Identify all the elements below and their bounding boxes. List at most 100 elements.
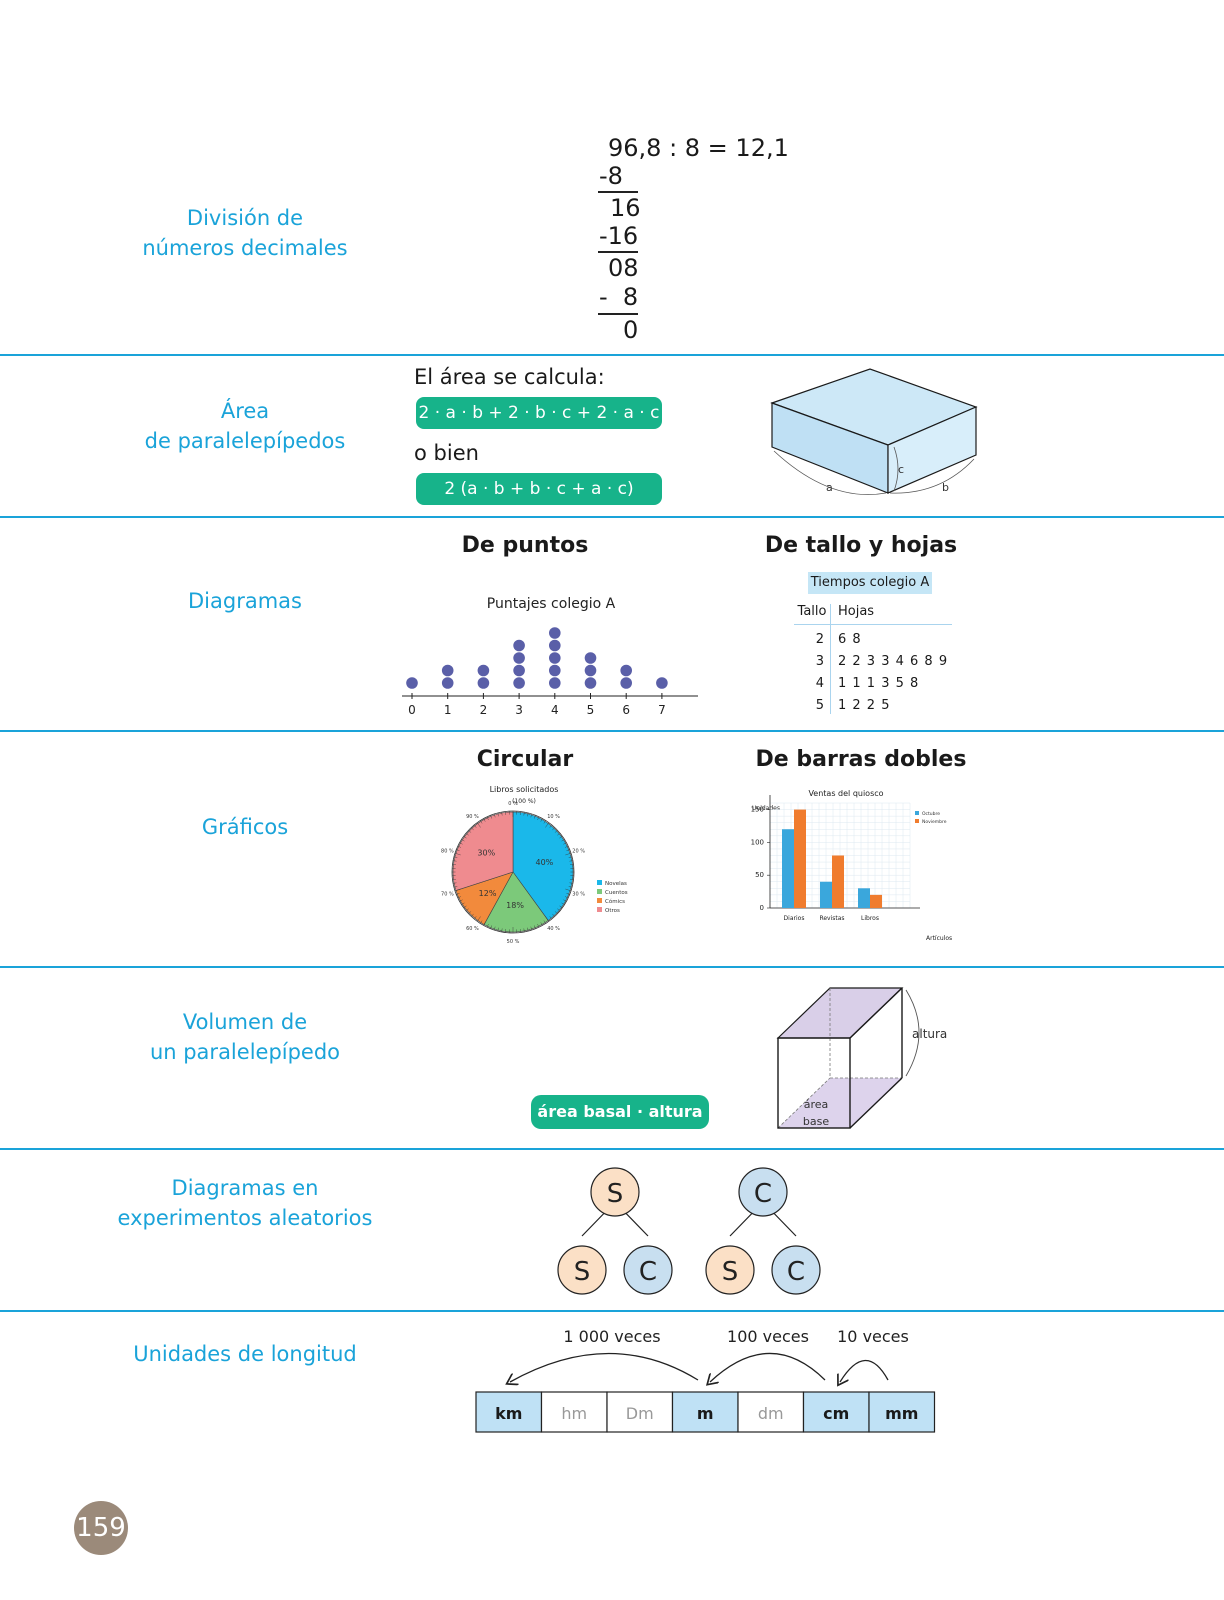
arrow-10 — [840, 1359, 889, 1382]
svg-text:C: C — [754, 1179, 772, 1209]
bar-legend-label: Octubre — [922, 811, 940, 817]
arrow-label-10: 10 veces — [837, 1327, 909, 1346]
pie-legend-swatch — [597, 880, 602, 885]
pie-scale-label: 20 % — [572, 849, 585, 855]
stem-cell: 2 — [815, 632, 824, 647]
bar — [858, 888, 870, 908]
unit-label: m — [697, 1404, 714, 1423]
leaf-cell: 1 2 2 5 — [838, 698, 891, 713]
length-units-diagram: 1 000 veces 100 veces 10 veces km hm Dm m dm… — [475, 1327, 936, 1433]
pie-chart: Libros solicitados (100 %) 40%18%12%30% … — [441, 785, 628, 945]
unit-label: Dm — [626, 1404, 654, 1423]
leaf-cell: 1 1 1 3 5 8 — [838, 676, 920, 691]
dot-plot-point — [477, 677, 490, 689]
dot-plot-title: Puntajes colegio A — [487, 596, 616, 612]
prism-label-b: b — [942, 481, 949, 494]
dot-plot-tick-label: 6 — [622, 703, 630, 717]
stem-leaf-title: Tiempos colegio A — [808, 572, 932, 594]
tree-diagrams: S S C C S C — [557, 1167, 821, 1295]
dot-plot-heading: De puntos — [461, 533, 589, 558]
division-step: 08 — [608, 254, 639, 282]
row-label-area: Área de paralelepípedos — [144, 399, 346, 453]
pie-scale-label: 70 % — [441, 891, 454, 897]
division-step: -8 — [599, 162, 623, 190]
pie-value-label: 12% — [479, 889, 497, 898]
unit-label: km — [495, 1404, 522, 1423]
stem-cell: 3 — [815, 654, 824, 669]
table-rule — [830, 604, 831, 714]
division-step: -16 — [599, 222, 639, 250]
pie-legend-label: Cuentos — [605, 890, 628, 896]
pie-scale-label: 60 % — [466, 926, 479, 932]
tree-node-s: S — [705, 1245, 755, 1295]
dot-plot-point — [584, 664, 597, 677]
dot-plot-point — [441, 677, 454, 689]
bar — [794, 809, 806, 908]
dot-plot-point — [584, 652, 597, 664]
unit-cell — [475, 1391, 543, 1433]
pie-legend-label: Novelas — [605, 881, 627, 887]
dot-plot-point — [549, 664, 561, 677]
bar-legend-swatch — [915, 819, 919, 823]
tree-node-s: S — [590, 1167, 640, 1217]
tree-node-c: C — [623, 1245, 673, 1295]
bar-category-label: Revistas — [819, 915, 844, 922]
bar-legend-label: Noviembre — [922, 819, 947, 825]
height-label: altura — [912, 1027, 947, 1041]
tree-node-s: S — [557, 1245, 607, 1295]
division-rule — [598, 251, 638, 253]
leaf-cell: 2 2 3 3 4 6 8 9 — [838, 654, 949, 669]
bar — [870, 894, 882, 908]
pie-scale-label: 30 % — [572, 891, 585, 897]
bar-legend-swatch — [915, 811, 919, 815]
pie-legend-swatch — [597, 889, 602, 894]
division-step: - 8 — [599, 283, 639, 311]
dot-plot: Puntajes colegio A 0 1 2 3 4 5 6 7 — [402, 596, 698, 717]
dot-plot-point — [620, 677, 632, 689]
unit-cell — [540, 1391, 608, 1433]
division-equation: 96,8 : 8 = 12,1 — [608, 134, 789, 162]
leaf-header: Hojas — [838, 604, 875, 619]
dot-plot-point — [406, 677, 418, 689]
pie-legend-swatch — [597, 907, 602, 912]
division-step: 16 — [610, 194, 641, 222]
divider — [0, 1310, 1224, 1312]
bar-title: Ventas del quiosco — [808, 789, 883, 798]
row-label-volumen: Volumen de un paralelepípedo — [149, 1010, 341, 1064]
row-label-unidades: Unidades de longitud — [133, 1342, 357, 1366]
stem-leaf-heading: De tallo y hojas — [764, 533, 958, 558]
row-label-graficos: Gráficos — [201, 815, 289, 839]
arrow-label-100: 100 veces — [727, 1327, 809, 1346]
unit-label: hm — [561, 1404, 587, 1423]
row-label-experimentos: Diagramas en experimentos aleatorios — [117, 1176, 373, 1230]
arrow-100 — [710, 1352, 826, 1382]
dot-plot-tick-label: 4 — [551, 703, 559, 717]
arrow-1000 — [510, 1352, 699, 1382]
pie-chart-heading: Circular — [476, 747, 574, 772]
bar-category-label: Diarios — [784, 915, 805, 922]
svg-text:C: C — [787, 1257, 805, 1287]
dot-plot-tick-label: 0 — [408, 703, 416, 717]
pie-value-label: 40% — [535, 858, 553, 867]
page-number: 159 — [74, 1501, 128, 1555]
unit-label: cm — [823, 1404, 849, 1423]
stem-cell: 5 — [815, 698, 824, 713]
pie-legend-label: Otros — [605, 908, 620, 914]
row-label-division: División de números decimales — [142, 206, 348, 260]
unit-cell — [868, 1391, 936, 1433]
dot-plot-point — [513, 639, 525, 652]
prism-illustration: a b c — [770, 368, 978, 496]
unit-label: dm — [758, 1404, 784, 1423]
dot-plot-point — [513, 664, 525, 677]
pie-scale-label: 90 % — [466, 814, 479, 820]
dot-plot-point — [656, 677, 668, 689]
pie-scale-label: 50 % — [507, 939, 520, 945]
dot-plot-tick-label: 3 — [515, 703, 523, 717]
leaf-cell: 6 8 — [838, 632, 862, 647]
area-formula-1: 2 · a · b + 2 · b · c + 2 · a · c — [416, 397, 662, 429]
dot-plot-point — [584, 677, 597, 689]
division-rule — [598, 313, 638, 315]
base-label: área — [804, 1098, 829, 1111]
bar-chart-heading: De barras dobles — [755, 747, 967, 772]
stem-header: Tallo — [797, 604, 827, 619]
